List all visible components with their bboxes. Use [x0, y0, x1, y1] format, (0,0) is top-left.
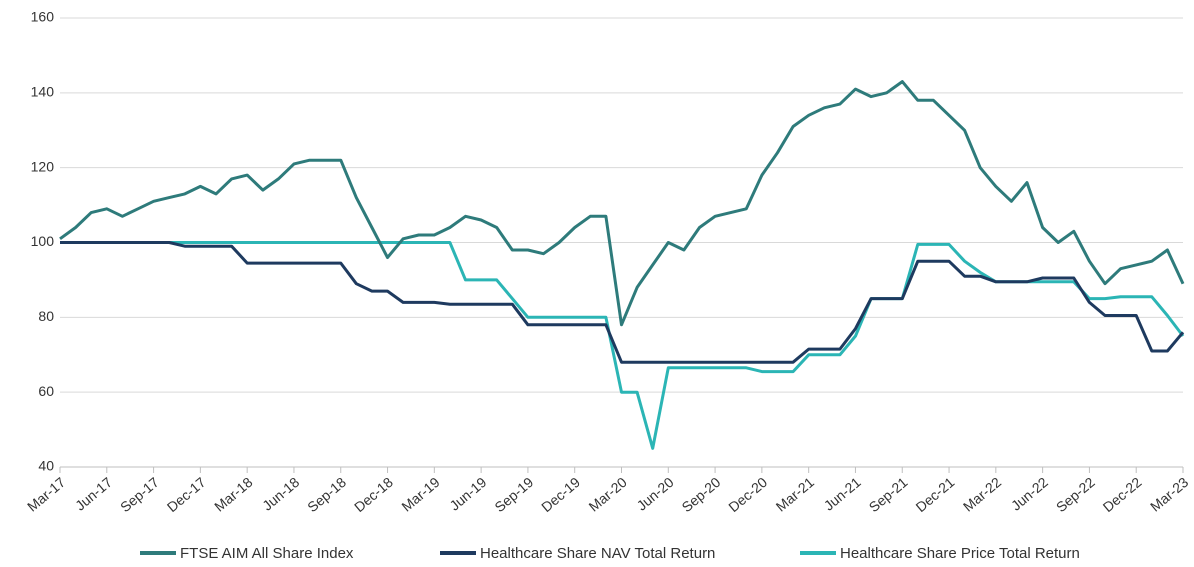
x-tick-label: Dec-18 — [351, 474, 396, 515]
x-tick-label: Sep-20 — [679, 474, 724, 515]
x-tick-label: Jun-18 — [259, 474, 302, 514]
x-tick-label: Dec-21 — [912, 474, 957, 515]
y-tick-label: 100 — [31, 233, 55, 249]
series-line — [59, 80, 1185, 327]
x-tick-label: Sep-21 — [866, 474, 911, 515]
x-tick-label: Mar-18 — [211, 474, 255, 515]
legend-label: Healthcare Share Price Total Return — [840, 545, 1080, 562]
legend-label: Healthcare Share NAV Total Return — [480, 545, 715, 562]
y-tick-label: 40 — [38, 458, 54, 474]
x-tick-label: Jun-19 — [446, 474, 489, 514]
series-line — [60, 241, 1185, 364]
legend-label: FTSE AIM All Share Index — [180, 545, 354, 562]
y-tick-label: 160 — [31, 9, 55, 25]
x-tick-label: Dec-19 — [538, 474, 583, 515]
x-tick-label: Mar-19 — [398, 474, 442, 515]
x-tick-label: Sep-22 — [1053, 474, 1098, 515]
x-tick-label: Jun-17 — [72, 474, 115, 514]
x-tick-label: Mar-17 — [24, 474, 68, 515]
series-line — [60, 241, 1185, 450]
x-tick-label: Sep-17 — [117, 474, 162, 515]
y-tick-label: 120 — [31, 158, 55, 174]
x-tick-label: Dec-17 — [164, 474, 209, 515]
x-tick-label: Mar-22 — [960, 474, 1004, 515]
x-tick-label: Sep-19 — [491, 474, 536, 515]
x-tick-label: Mar-20 — [586, 474, 630, 515]
y-tick-label: 140 — [31, 84, 55, 100]
x-tick-label: Mar-21 — [773, 474, 817, 515]
x-tick-label: Dec-20 — [725, 474, 770, 515]
y-tick-label: 80 — [38, 308, 54, 324]
y-tick-label: 60 — [38, 383, 54, 399]
x-tick-label: Mar-23 — [1147, 474, 1191, 515]
x-tick-label: Dec-22 — [1100, 474, 1145, 515]
x-tick-label: Jun-21 — [821, 474, 864, 514]
x-tick-label: Sep-18 — [304, 474, 349, 515]
x-tick-label: Jun-22 — [1008, 474, 1051, 514]
x-tick-label: Jun-20 — [634, 474, 677, 514]
